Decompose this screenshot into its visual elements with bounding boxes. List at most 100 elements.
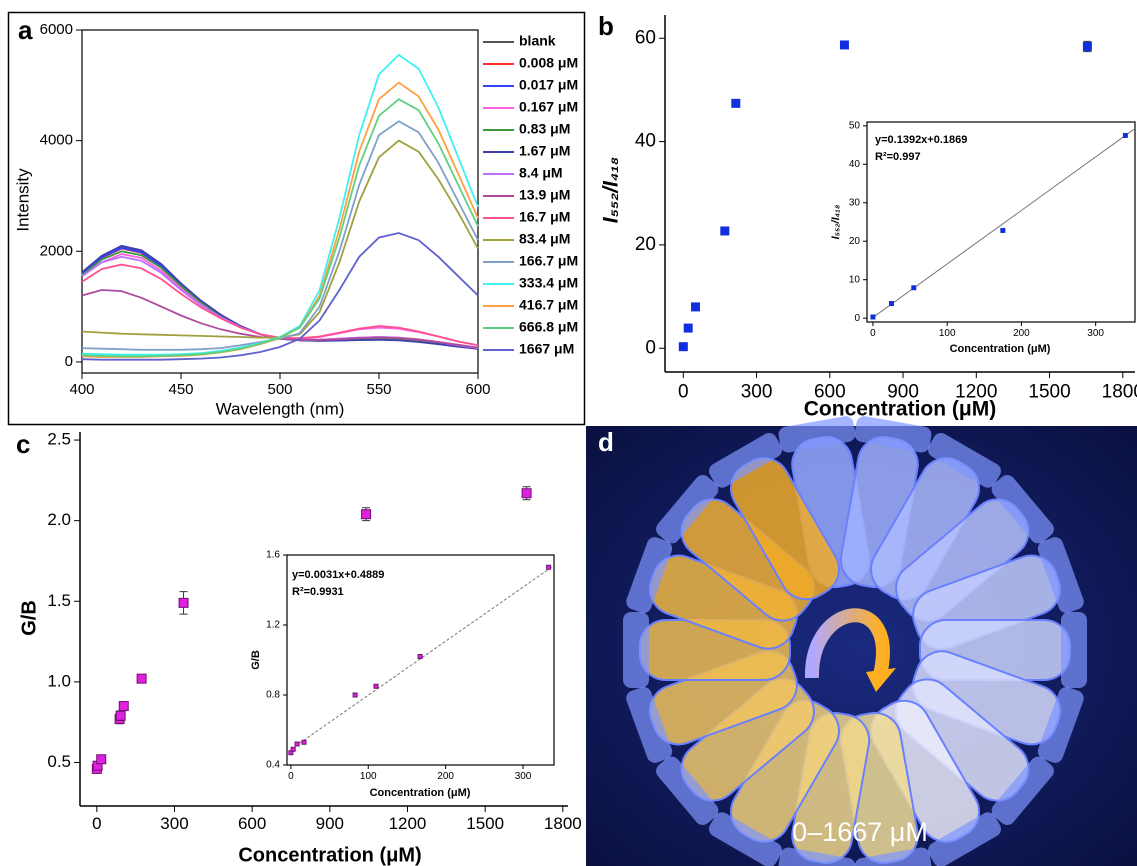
y-tick-label: 30 [849, 197, 861, 208]
data-point [888, 301, 894, 307]
plot-frame [81, 29, 479, 374]
y-tick-label: 40 [635, 131, 656, 152]
tube-cap [709, 433, 782, 488]
data-point [839, 40, 849, 50]
data-point [911, 285, 917, 291]
photo-panel [586, 416, 1137, 866]
tubes [623, 416, 1087, 866]
y-axis-title: Intensity [13, 168, 32, 232]
fit-line [872, 128, 1136, 318]
data-point [1122, 132, 1128, 138]
tube-cap [623, 612, 649, 688]
x-axis-title: Concentration (μM) [950, 343, 1051, 355]
tube-cap [1037, 687, 1084, 763]
annotation: y=0.0031x+0.4889 [292, 569, 384, 581]
y-axis-title: I₅₅₂/I₄₁₈ [600, 157, 623, 223]
data-point [683, 323, 693, 333]
y-tick-label: 6000 [40, 21, 73, 38]
spectrum-line [81, 232, 479, 361]
x-tick-label: 500 [267, 381, 292, 398]
y-tick-label: 1.0 [47, 671, 71, 690]
legend-label: 16.7 μM [519, 209, 570, 225]
y-tick-label: 0 [854, 313, 860, 324]
arrow-arc [804, 608, 890, 679]
data-point [294, 741, 300, 747]
tube-cap [626, 687, 673, 763]
x-tick-label: 300 [515, 771, 532, 782]
y-tick-label: 0 [65, 353, 73, 370]
annotation: y=0.1392x+0.1869 [875, 134, 967, 146]
y-tick-label: 1.5 [47, 591, 71, 610]
panel-label: a [18, 15, 33, 45]
y-tick-label: 4000 [40, 132, 73, 149]
annotation: R²=0.997 [875, 151, 921, 163]
tube-cap [778, 416, 856, 453]
y-tick-label: 20 [635, 234, 656, 255]
tube-cap [928, 433, 1001, 488]
spectrum-line [81, 98, 479, 358]
data-point [417, 654, 423, 659]
legend-label: 8.4 μM [519, 165, 563, 181]
y-tick-label: 10 [849, 274, 861, 285]
panel-a-border [7, 11, 586, 426]
legend-label: 666.8 μM [519, 319, 578, 335]
panel-label: d [598, 427, 614, 457]
legend-label: 166.7 μM [519, 253, 578, 269]
data-point [136, 673, 147, 684]
x-tick-label: 1200 [955, 381, 997, 402]
legend-label: 1.67 μM [519, 143, 570, 159]
y-axis-title: I₅₅₂/I₄₁₈ [830, 204, 842, 239]
y-tick-label: 50 [849, 120, 861, 131]
y-tick-label: 2.5 [47, 430, 71, 449]
x-tick-label: 1800 [544, 814, 582, 833]
x-tick-label: 550 [366, 381, 391, 398]
y-tick-label: 1.6 [266, 550, 280, 561]
y-axis-title: G/B [18, 600, 40, 636]
legend-label: 333.4 μM [519, 275, 578, 291]
tube [709, 433, 840, 601]
legend-label: 0.167 μM [519, 99, 578, 115]
tube-cap [656, 756, 719, 825]
data-point [290, 746, 296, 752]
tube-cap [1037, 537, 1084, 613]
y-tick-label: 40 [849, 159, 861, 170]
y-axis-title: G/B [250, 650, 262, 670]
x-tick-label: 1800 [1102, 381, 1137, 402]
data-point [720, 226, 730, 236]
x-tick-label: 400 [69, 381, 94, 398]
legend-label: 0.008 μM [519, 55, 578, 71]
x-tick-label: 0 [288, 771, 294, 782]
x-tick-label: 300 [741, 381, 773, 402]
plot-frame [286, 554, 555, 766]
x-axis-title: Wavelength (nm) [216, 399, 345, 418]
y-tick-label: 20 [849, 236, 861, 247]
tube [709, 699, 840, 866]
x-tick-label: 300 [160, 814, 188, 833]
data-point [1082, 42, 1092, 52]
x-tick-label: 200 [437, 771, 454, 782]
data-point [1000, 227, 1006, 233]
tube-cap [656, 475, 719, 544]
legend-label: 1667 μM [519, 341, 574, 357]
legend-label: 13.9 μM [519, 187, 570, 203]
data-point [691, 302, 701, 312]
x-tick-label: 1500 [1028, 381, 1070, 402]
x-axis-title: Concentration (μM) [238, 844, 421, 866]
data-point [373, 683, 379, 689]
data-point [361, 509, 372, 520]
x-tick-label: 0 [92, 814, 101, 833]
y-tick-label: 0.8 [266, 690, 280, 701]
data-point [178, 597, 189, 608]
tube-cap [709, 812, 782, 866]
legend-label: 416.7 μM [519, 297, 578, 313]
x-tick-label: 200 [1013, 328, 1030, 339]
data-point [731, 98, 741, 108]
data-point [870, 314, 876, 320]
x-tick-label: 450 [168, 381, 193, 398]
y-tick-label: 1.2 [266, 620, 280, 631]
x-tick-label: 600 [238, 814, 266, 833]
legend-label: 0.017 μM [519, 77, 578, 93]
annotation: R²=0.9931 [292, 586, 344, 598]
x-tick-label: 600 [465, 381, 490, 398]
